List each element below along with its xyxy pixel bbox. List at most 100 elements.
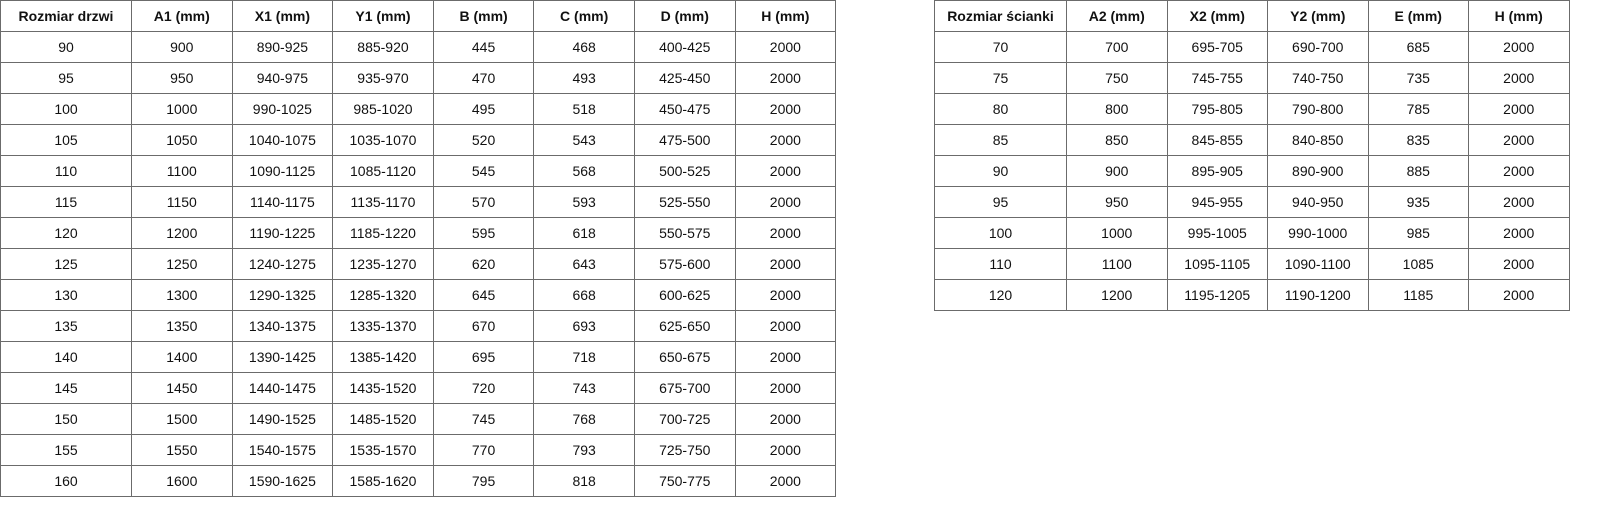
- table-cell: 1150: [131, 186, 233, 218]
- table-cell: 818: [533, 465, 635, 497]
- table-cell: 670: [432, 310, 535, 342]
- table-cell: 135: [0, 310, 132, 342]
- table-cell: 550-575: [633, 217, 736, 249]
- table-cell: 1600: [131, 465, 233, 497]
- table-row: 75 750 745-755 740-750 735 2000: [934, 62, 1570, 94]
- table-cell: 650-675: [633, 341, 736, 373]
- table-row: 100 1000 995-1005 990-1000 985 2000: [934, 217, 1570, 249]
- table-cell: 618: [533, 217, 635, 249]
- table-row: 140 1400 1390-1425 1385-1420 695 718 650-675 20…: [0, 341, 837, 373]
- column-header: D (mm): [633, 0, 736, 32]
- table-cell: 700: [1066, 31, 1168, 63]
- table-cell: 1435-1520: [332, 372, 434, 404]
- table-cell: 1135-1170: [332, 186, 434, 218]
- table-cell: 595: [432, 217, 535, 249]
- table-cell: 568: [533, 155, 635, 187]
- table-cell: 1485-1520: [332, 403, 434, 435]
- table-cell: 2000: [1468, 31, 1570, 63]
- table-cell: 2000: [734, 93, 837, 125]
- table-cell: 1140-1175: [231, 186, 334, 218]
- table-row: 80 800 795-805 790-800 785 2000: [934, 93, 1570, 125]
- table-row: 120 1200 1190-1225 1185-1220 595 618 550-575 20…: [0, 217, 837, 249]
- column-header: B (mm): [432, 0, 535, 32]
- table-cell: 1290-1325: [231, 279, 334, 311]
- table-row: 105 1050 1040-1075 1035-1070 520 543 475-500 20…: [0, 124, 837, 156]
- table-cell: 2000: [734, 465, 837, 497]
- table-cell: 2000: [1468, 217, 1570, 249]
- table-cell: 2000: [734, 434, 837, 466]
- table-cell: 850: [1066, 124, 1168, 156]
- table-cell: 985: [1367, 217, 1469, 249]
- table-cell: 545: [432, 155, 535, 187]
- table-cell: 1400: [131, 341, 233, 373]
- table-cell: 130: [0, 279, 132, 311]
- table-cell: 495: [432, 93, 535, 125]
- column-header: A1 (mm): [131, 0, 233, 32]
- column-header: X1 (mm): [231, 0, 334, 32]
- table-cell: 2000: [734, 155, 837, 187]
- table-cell: 1590-1625: [231, 465, 334, 497]
- table-cell: 1090-1100: [1267, 248, 1369, 280]
- table-cell: 785: [1367, 93, 1469, 125]
- table-cell: 1385-1420: [332, 341, 434, 373]
- table-cell: 1440-1475: [231, 372, 334, 404]
- table-cell: 750-775: [633, 465, 736, 497]
- table-cell: 2000: [1468, 279, 1570, 311]
- table-cell: 425-450: [633, 62, 736, 94]
- table-cell: 940-975: [231, 62, 334, 94]
- table-cell: 620: [432, 248, 535, 280]
- table-row: 90 900 895-905 890-900 885 2000: [934, 155, 1570, 187]
- table-cell: 935-970: [332, 62, 434, 94]
- table-cell: 1500: [131, 403, 233, 435]
- header-row: Rozmiar ścianki A2 (mm) X2 (mm) Y2 (mm) E (m…: [934, 0, 1570, 32]
- table-cell: 155: [0, 434, 132, 466]
- table-cell: 445: [432, 31, 535, 63]
- table-cell: 120: [0, 217, 132, 249]
- table-cell: 1335-1370: [332, 310, 434, 342]
- table-cell: 790-800: [1267, 93, 1369, 125]
- table-cell: 470: [432, 62, 535, 94]
- table-cell: 643: [533, 248, 635, 280]
- table-cell: 1390-1425: [231, 341, 334, 373]
- table-cell: 700-725: [633, 403, 736, 435]
- column-header: E (mm): [1367, 0, 1469, 32]
- door-dimensions-table: Rozmiar drzwi A1 (mm) X1 (mm) Y1 (mm) B (mm)…: [0, 0, 837, 497]
- table-cell: 718: [533, 341, 635, 373]
- table-cell: 725-750: [633, 434, 736, 466]
- table-cell: 500-525: [633, 155, 736, 187]
- table-cell: 90: [0, 31, 132, 63]
- table-cell: 945-955: [1166, 186, 1268, 218]
- table-cell: 2000: [734, 403, 837, 435]
- table-cell: 70: [934, 31, 1067, 63]
- table-row: 130 1300 1290-1325 1285-1320 645 668 600-625 20…: [0, 279, 837, 311]
- table-cell: 940-950: [1267, 186, 1369, 218]
- table-cell: 1250: [131, 248, 233, 280]
- table-cell: 80: [934, 93, 1067, 125]
- table-cell: 1050: [131, 124, 233, 156]
- table-cell: 895-905: [1166, 155, 1268, 187]
- table-cell: 800: [1066, 93, 1168, 125]
- table-cell: 100: [934, 217, 1067, 249]
- table-cell: 2000: [734, 62, 837, 94]
- column-header: A2 (mm): [1066, 0, 1168, 32]
- table-cell: 575-600: [633, 248, 736, 280]
- table-row: 135 1350 1340-1375 1335-1370 670 693 625-650 20…: [0, 310, 837, 342]
- table-cell: 400-425: [633, 31, 736, 63]
- table-cell: 120: [934, 279, 1067, 311]
- table-cell: 110: [934, 248, 1067, 280]
- table-cell: 1340-1375: [231, 310, 334, 342]
- table-cell: 793: [533, 434, 635, 466]
- table-cell: 1090-1125: [231, 155, 334, 187]
- table-cell: 1285-1320: [332, 279, 434, 311]
- table-cell: 1040-1075: [231, 124, 334, 156]
- table-row: 85 850 845-855 840-850 835 2000: [934, 124, 1570, 156]
- table-row: 110 1100 1095-1105 1090-1100 1085 2000: [934, 248, 1570, 280]
- table-cell: 745-755: [1166, 62, 1268, 94]
- table-cell: 1190-1200: [1267, 279, 1369, 311]
- table-cell: 2000: [734, 186, 837, 218]
- table-cell: 593: [533, 186, 635, 218]
- table-cell: 2000: [734, 31, 837, 63]
- table-cell: 85: [934, 124, 1067, 156]
- column-header: Y2 (mm): [1267, 0, 1369, 32]
- table-cell: 525-550: [633, 186, 736, 218]
